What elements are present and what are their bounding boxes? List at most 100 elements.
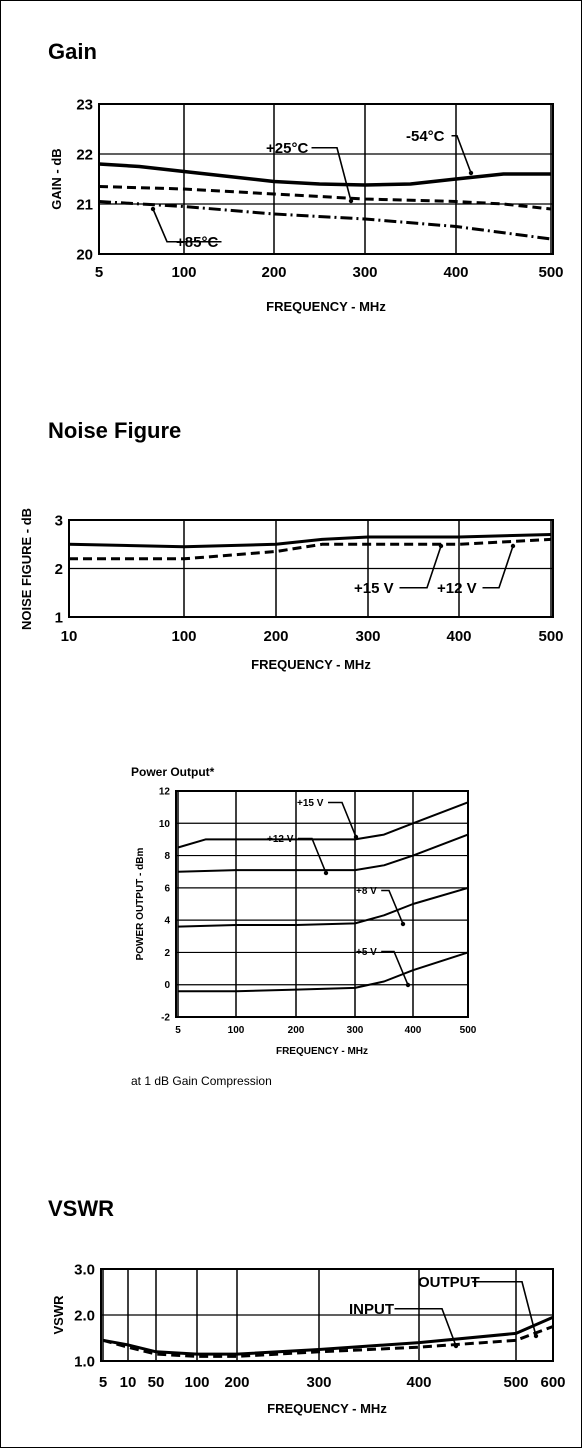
x-tick-label: 400 — [406, 1374, 431, 1391]
annotation-arrowhead — [400, 921, 406, 927]
y-axis-label: VSWR — [51, 1295, 66, 1335]
annotation-leader — [472, 1280, 537, 1337]
y-tick-label: 4 — [164, 916, 170, 927]
y-tick-label: 2 — [164, 948, 170, 959]
annotation-arrowhead — [510, 543, 516, 549]
x-tick-label: 5 — [175, 1025, 181, 1036]
x-tick-label: 10 — [61, 628, 78, 645]
y-tick-label: 1 — [55, 609, 63, 626]
gain-title: Gain — [48, 39, 97, 64]
series-annotation: +25°C — [266, 140, 308, 157]
y-axis-label: POWER OUTPUT - dBm — [135, 848, 146, 961]
series-annotation: INPUT — [349, 1301, 394, 1318]
series-annotation: -54°C — [406, 128, 445, 145]
series-line-OUTPUT — [102, 1315, 554, 1356]
y-tick-label: 23 — [76, 96, 93, 113]
x-tick-label: 100 — [171, 628, 196, 645]
x-tick-label: 5 — [95, 264, 103, 281]
y-tick-label: 2 — [55, 561, 63, 578]
x-tick-label: 100 — [228, 1025, 245, 1036]
x-tick-label: 600 — [540, 1374, 565, 1391]
x-tick-label: 200 — [288, 1025, 305, 1036]
x-tick-label: 500 — [538, 628, 563, 645]
series-annotation: OUTPUT — [418, 1274, 480, 1291]
plot-frame — [175, 790, 469, 1018]
y-tick-label: 21 — [76, 196, 93, 213]
y-tick-label: 2.0 — [74, 1307, 95, 1324]
annotation-leader — [394, 1307, 457, 1347]
series-line-+12 V — [69, 537, 552, 561]
x-tick-label: 300 — [352, 264, 377, 281]
x-tick-label: 400 — [443, 264, 468, 281]
annotation-arrowhead — [468, 170, 474, 176]
x-tick-label: 500 — [460, 1025, 477, 1036]
power-output-chart: 5 100 200 300 400 500 -2 0 2 4 6 8 10 12 +15 V +12 V +8 … — [135, 787, 477, 1058]
x-tick-label: 50 — [148, 1374, 165, 1391]
annotation-arrowhead — [533, 1333, 539, 1339]
series-line-+15 V — [68, 533, 552, 549]
annotation-arrowhead — [150, 206, 156, 212]
y-axis-label: NOISE FIGURE - dB — [19, 508, 34, 630]
noise-figure-title: Noise Figure — [48, 418, 182, 443]
x-tick-label: 300 — [347, 1025, 364, 1036]
x-tick-label: 400 — [446, 628, 471, 645]
annotation-leader — [298, 837, 327, 874]
x-tick-label: 5 — [99, 1374, 107, 1391]
x-tick-label: 200 — [261, 264, 286, 281]
x-tick-label: 300 — [355, 628, 380, 645]
series-line-+8 V — [177, 886, 469, 928]
annotation-leader — [311, 146, 352, 202]
x-axis-label: FREQUENCY - MHz — [251, 657, 371, 672]
series-annotation: +8 V — [356, 886, 377, 897]
series-line-+15 V — [177, 801, 469, 849]
y-tick-label: 20 — [76, 246, 93, 263]
plot-frame — [100, 1268, 554, 1362]
annotation-arrowhead — [323, 870, 329, 876]
series-annotation: +5 V — [356, 947, 377, 958]
y-tick-label: -2 — [161, 1013, 170, 1024]
x-tick-label: 400 — [405, 1025, 422, 1036]
x-tick-label: 200 — [224, 1374, 249, 1391]
annotation-arrowhead — [438, 543, 444, 549]
annotation-arrowhead — [453, 1343, 459, 1349]
vswr-title: VSWR — [48, 1196, 114, 1221]
power-output-footnote: at 1 dB Gain Compression — [131, 1074, 272, 1088]
y-tick-label: 12 — [159, 787, 171, 798]
power-output-title: Power Output* — [131, 765, 215, 779]
series-line-+5 V — [178, 951, 469, 993]
x-tick-label: 500 — [538, 264, 563, 281]
annotation-leader — [381, 950, 409, 986]
y-tick-label: 3 — [55, 512, 63, 529]
y-axis-label: GAIN - dB — [49, 148, 64, 209]
annotation-leader — [482, 545, 514, 589]
series-line-+25°C — [98, 185, 552, 211]
annotation-leader — [381, 889, 404, 925]
series-line-INPUT — [102, 1325, 554, 1358]
series-annotation: +15 V — [354, 580, 394, 597]
annotation-arrowhead — [353, 834, 359, 840]
plot-frame — [68, 519, 554, 618]
x-axis-label: FREQUENCY - MHz — [267, 1401, 387, 1416]
x-tick-label: 200 — [263, 628, 288, 645]
x-tick-label: 100 — [171, 264, 196, 281]
y-tick-label: 3.0 — [74, 1261, 95, 1278]
y-tick-label: 1.0 — [74, 1353, 95, 1370]
y-tick-label: 8 — [164, 851, 170, 862]
y-tick-label: 0 — [164, 980, 170, 991]
y-tick-label: 22 — [76, 146, 93, 163]
x-axis-label: FREQUENCY - MHz — [276, 1046, 368, 1057]
series-annotation: +12 V — [267, 834, 294, 845]
annotation-arrowhead — [405, 982, 411, 988]
annotation-leader — [399, 545, 442, 589]
x-tick-label: 10 — [120, 1374, 137, 1391]
gain-chart: 5 100 200 300 400 50020212223+25°C-54°C+85°CF… — [49, 96, 564, 314]
y-tick-label: 10 — [159, 819, 171, 830]
series-line-+85°C — [98, 200, 552, 241]
noise-figure-chart: 10 100 200 300 400 500 1 2 3 +15 V +12 V FREQUENCY … — [19, 508, 564, 672]
y-tick-label: 6 — [164, 883, 170, 894]
x-tick-label: 300 — [306, 1374, 331, 1391]
series-annotation: +12 V — [437, 580, 477, 597]
annotation-leader — [451, 134, 472, 174]
annotation-arrowhead — [348, 198, 354, 204]
